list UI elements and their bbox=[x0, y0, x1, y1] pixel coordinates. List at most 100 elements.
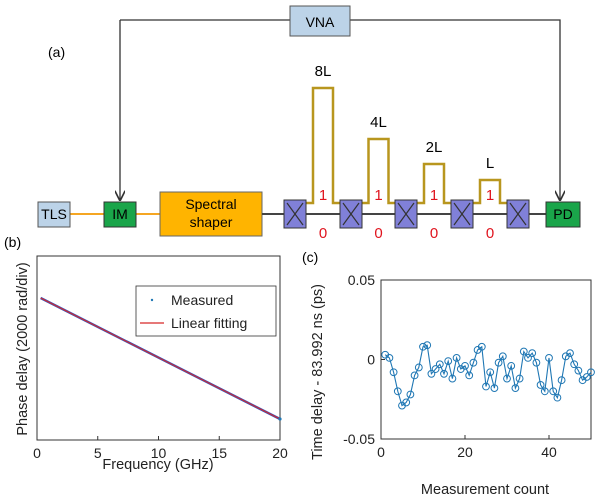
data-point bbox=[549, 387, 558, 396]
data-point bbox=[461, 361, 469, 370]
plot-c-data bbox=[381, 341, 595, 410]
delay-label: 2L bbox=[426, 139, 443, 156]
data-point bbox=[503, 374, 511, 383]
plot-b-frame bbox=[36, 255, 281, 441]
plot-c-frame bbox=[380, 279, 592, 440]
data-point bbox=[410, 371, 419, 380]
x-tick-label: 0 bbox=[33, 445, 41, 461]
vna-to-pd-connector bbox=[120, 19, 560, 200]
tls-box bbox=[37, 201, 71, 228]
plot-b-x-ticks: 0 5 10 15 20 bbox=[33, 436, 288, 461]
delay-loop bbox=[417, 162, 451, 205]
plot-b-x-axis-label: Frequency (GHz) bbox=[102, 457, 213, 473]
spectral-shaper-label-2: shaper bbox=[190, 214, 233, 230]
data-point bbox=[540, 387, 549, 396]
data-point bbox=[486, 368, 495, 377]
data-point bbox=[402, 398, 411, 407]
delay-loop bbox=[362, 137, 395, 205]
data-point bbox=[524, 354, 532, 362]
state-zero-label: 0 bbox=[319, 225, 327, 242]
data-point bbox=[574, 366, 583, 375]
data-point bbox=[465, 371, 474, 380]
panel-a: (a) VNA TLS IM Spectral shaper 8L 1 0 4L 1 0 2… bbox=[37, 5, 581, 242]
switch-cross bbox=[453, 202, 471, 226]
plot-c-x-axis-label: Measurement count bbox=[421, 482, 549, 498]
data-point bbox=[393, 387, 402, 396]
data-point bbox=[452, 354, 461, 362]
im-label: IM bbox=[112, 206, 128, 222]
measured-point bbox=[278, 417, 282, 421]
legend-fit-label: Linear fitting bbox=[171, 315, 247, 331]
y-tick-label: 0.05 bbox=[348, 272, 375, 288]
data-point bbox=[427, 369, 436, 378]
data-point bbox=[385, 354, 394, 362]
state-one-label: 1 bbox=[486, 187, 494, 204]
data-point bbox=[519, 347, 528, 356]
data-point bbox=[507, 361, 516, 370]
delay-label: 4L bbox=[370, 114, 387, 131]
panel-c-label: (c) bbox=[302, 249, 318, 265]
state-zero-label: 0 bbox=[430, 225, 438, 242]
x-tick-label: 20 bbox=[272, 445, 288, 461]
data-point bbox=[498, 352, 507, 361]
data-point bbox=[435, 360, 444, 369]
spectral-shaper-label-1: Spectral bbox=[185, 196, 236, 212]
data-point bbox=[528, 349, 537, 358]
fit-line bbox=[40, 297, 281, 420]
data-point bbox=[406, 390, 415, 399]
state-zero-label: 0 bbox=[486, 225, 494, 242]
plot-b-legend bbox=[135, 285, 277, 337]
data-point bbox=[570, 360, 579, 369]
data-point bbox=[389, 368, 398, 377]
state-zero-label: 0 bbox=[374, 225, 382, 242]
legend-measured-marker bbox=[150, 298, 154, 302]
data-point bbox=[545, 354, 553, 362]
data-point bbox=[587, 368, 595, 377]
x-tick-label: 0 bbox=[377, 444, 385, 460]
state-one-label: 1 bbox=[374, 187, 382, 204]
x-tick-label: 40 bbox=[541, 444, 557, 460]
data-point bbox=[419, 342, 427, 351]
plot-b-y-axis-label: Phase delay (2000 rad/div) bbox=[15, 262, 31, 435]
y-tick-label: -0.05 bbox=[343, 431, 375, 447]
data-point bbox=[431, 365, 440, 373]
pd-label: PD bbox=[553, 206, 572, 222]
data-point bbox=[414, 363, 423, 372]
state-one-label: 1 bbox=[319, 187, 327, 204]
panel-b: (b) 0 5 10 15 20 Frequency (GHz) Phase delay… bbox=[4, 234, 288, 473]
data-point bbox=[582, 373, 591, 381]
x-tick-label: 20 bbox=[457, 444, 473, 460]
delay-label: 8L bbox=[315, 63, 332, 80]
data-point bbox=[444, 357, 453, 365]
data-point bbox=[532, 358, 541, 367]
data-point bbox=[511, 384, 520, 393]
pd-box bbox=[545, 201, 581, 228]
data-point bbox=[566, 349, 574, 358]
y-tick-label: 0 bbox=[367, 352, 375, 368]
data-point bbox=[448, 374, 457, 383]
data-point bbox=[494, 358, 503, 367]
panel-b-label: (b) bbox=[4, 234, 21, 250]
delay-line-stack: 8L 1 0 4L 1 0 2L 1 0 L 1 0 bbox=[262, 63, 546, 242]
switch-cross bbox=[509, 202, 527, 226]
switch-cross bbox=[397, 202, 415, 226]
x-tick-label: 10 bbox=[151, 445, 167, 461]
legend-measured-label: Measured bbox=[171, 292, 233, 308]
data-point bbox=[423, 341, 432, 350]
tls-label: TLS bbox=[41, 206, 67, 222]
data-point bbox=[553, 393, 562, 402]
state-one-label: 1 bbox=[430, 187, 438, 204]
data-point bbox=[490, 384, 499, 393]
plot-c-y-axis-label: Time delay - 83.992 ns (ps) bbox=[310, 284, 326, 460]
data-point bbox=[515, 374, 524, 383]
data-point bbox=[482, 382, 490, 391]
delay-label: L bbox=[486, 155, 494, 172]
x-tick-label: 5 bbox=[94, 445, 102, 461]
spectral-shaper-box bbox=[159, 191, 263, 237]
delay-loop bbox=[473, 178, 507, 205]
x-tick-label: 15 bbox=[211, 445, 227, 461]
im-box bbox=[103, 201, 137, 228]
